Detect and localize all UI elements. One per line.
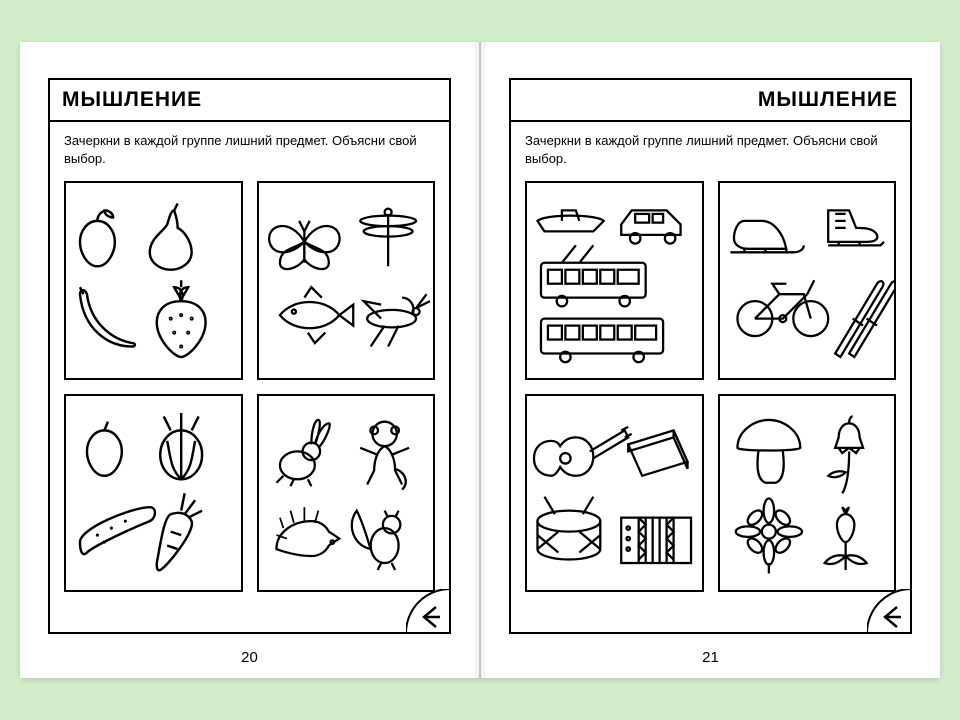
- cell-vegetables: [64, 394, 243, 592]
- page-left: МЫШЛЕНИЕ Зачеркни в каждой группе лишний…: [20, 42, 480, 678]
- corner-tab-left: [406, 589, 450, 633]
- corner-tab-right: [867, 589, 911, 633]
- animals-illustration: [259, 396, 434, 590]
- content-frame-right: МЫШЛЕНИЕ Зачеркни в каждой группе лишний…: [509, 78, 912, 634]
- book-spread: МЫШЛЕНИЕ Зачеркни в каждой группе лишний…: [20, 42, 940, 678]
- music-illustration: [527, 396, 702, 590]
- cell-fruits: [64, 181, 243, 379]
- cell-plants: [718, 394, 897, 592]
- plants-illustration: [720, 396, 895, 590]
- heading-left: МЫШЛЕНИЕ: [50, 80, 449, 122]
- grid-left: [50, 171, 449, 632]
- vegetables-illustration: [66, 396, 241, 590]
- page-right: МЫШЛЕНИЕ Зачеркни в каждой группе лишний…: [480, 42, 940, 678]
- page-number-right: 21: [481, 649, 940, 666]
- cell-winter: [718, 181, 897, 379]
- book-spine: [475, 42, 485, 678]
- content-frame-left: МЫШЛЕНИЕ Зачеркни в каждой группе лишний…: [48, 78, 451, 634]
- insects-illustration: [259, 183, 434, 377]
- instruction-left: Зачеркни в каждой группе лишний предмет.…: [50, 122, 449, 171]
- winter-illustration: [720, 183, 895, 377]
- cell-transport: [525, 181, 704, 379]
- page-number-left: 20: [20, 649, 479, 666]
- transport-illustration: [527, 183, 702, 377]
- cell-music: [525, 394, 704, 592]
- fruits-illustration: [66, 183, 241, 377]
- instruction-right: Зачеркни в каждой группе лишний предмет.…: [511, 122, 910, 171]
- cell-insects: [257, 181, 436, 379]
- grid-right: [511, 171, 910, 632]
- heading-right: МЫШЛЕНИЕ: [511, 80, 910, 122]
- cell-animals: [257, 394, 436, 592]
